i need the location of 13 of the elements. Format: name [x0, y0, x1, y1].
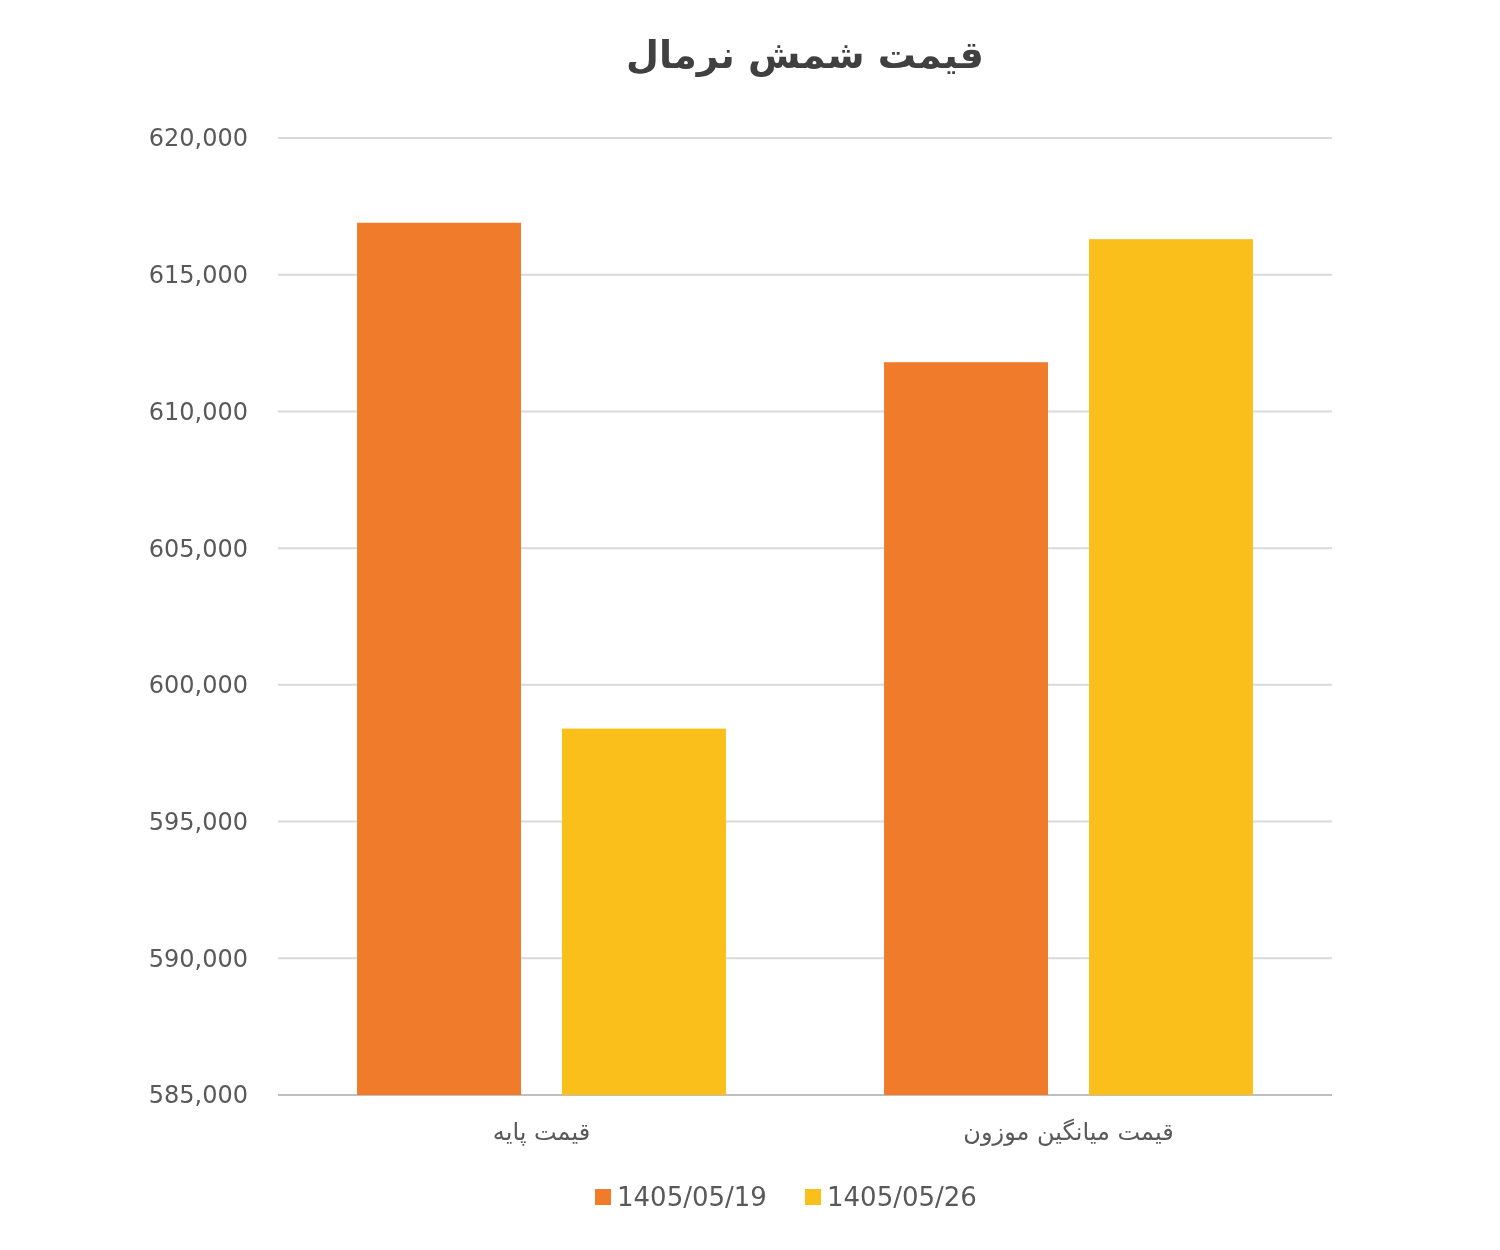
y-tick-label: 610,000 — [148, 397, 248, 426]
legend-label: 1405/05/19 — [617, 1182, 767, 1213]
y-tick-label: 600,000 — [148, 671, 248, 700]
y-tick-label: 605,000 — [148, 534, 248, 563]
y-tick-label: 615,000 — [148, 261, 248, 290]
y-tick-label: 595,000 — [148, 807, 248, 836]
y-tick-label: 590,000 — [148, 944, 248, 973]
x-tick-label: قیمت میانگین موزون — [963, 1118, 1174, 1146]
y-tick-label: 620,000 — [148, 124, 248, 153]
y-tick-label: 585,000 — [148, 1081, 248, 1110]
x-tick-label: قیمت پایه — [492, 1118, 591, 1146]
chart-title: قیمت شمش نرمال — [626, 33, 984, 77]
legend-label: 1405/05/26 — [827, 1182, 977, 1213]
